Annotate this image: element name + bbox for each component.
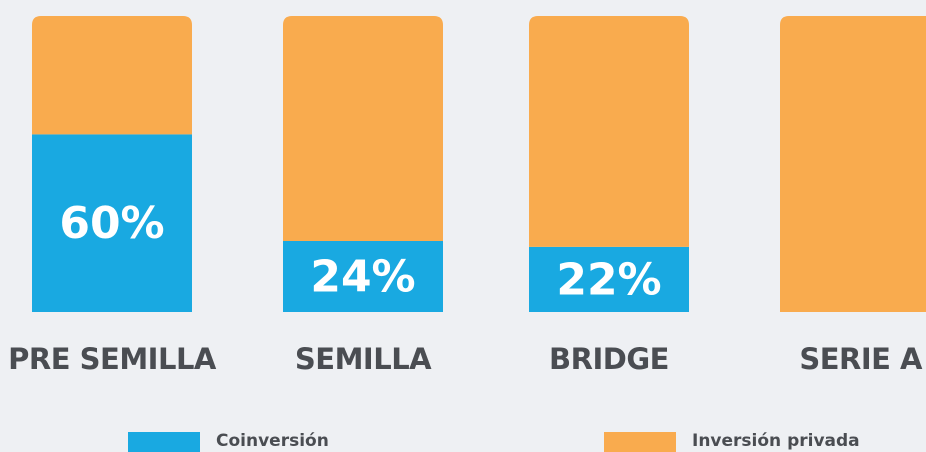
legend-swatch [604, 432, 676, 452]
bar-segment [529, 16, 689, 247]
data-label: 22% [556, 254, 661, 305]
data-label: 60% [59, 198, 164, 249]
bar-segment [283, 16, 443, 241]
category-label: SEMILLA [295, 342, 432, 376]
data-label: 24% [310, 251, 415, 302]
bar-segment [283, 240, 443, 312]
bar-segment [780, 16, 926, 312]
bar-segment [32, 134, 192, 312]
category-label: SERIE A [799, 342, 923, 376]
bar-segment [529, 246, 689, 312]
category-label: BRIDGE [549, 342, 669, 376]
bar-segment [32, 16, 192, 135]
legend-swatch [128, 432, 200, 452]
legend-label: Coinversión [216, 431, 329, 451]
legend-label: Inversión privada [692, 431, 860, 451]
category-label: PRE SEMILLA [8, 342, 217, 376]
